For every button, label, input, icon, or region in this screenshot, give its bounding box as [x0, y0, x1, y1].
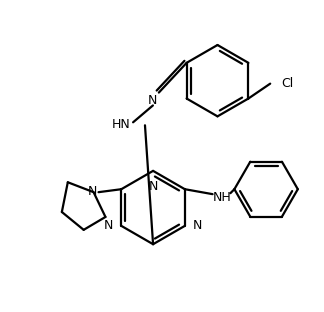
Text: HN: HN — [111, 118, 130, 131]
Text: NH: NH — [213, 191, 232, 204]
Text: Cl: Cl — [281, 77, 293, 90]
Text: N: N — [88, 185, 97, 198]
Text: N: N — [148, 180, 158, 193]
Text: N: N — [148, 94, 157, 107]
Text: N: N — [193, 219, 202, 232]
Text: N: N — [104, 219, 113, 232]
